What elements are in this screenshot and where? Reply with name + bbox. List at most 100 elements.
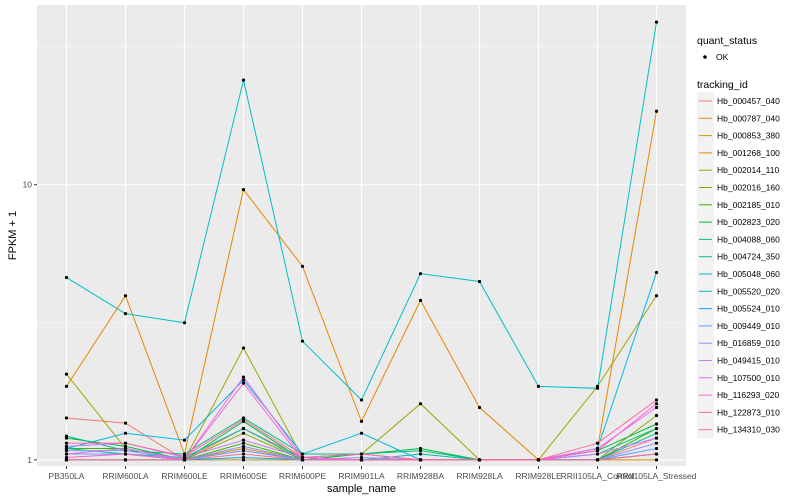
legend-item: Hb_000457_040 — [697, 92, 780, 110]
x-tick-label: RRIM928LA — [456, 471, 503, 481]
data-point — [654, 109, 659, 113]
data-point — [241, 452, 246, 456]
legend-label: Hb_049415_010 — [717, 356, 780, 366]
data-point — [182, 321, 187, 325]
data-point — [182, 454, 187, 458]
x-tick-label: RRII105LA_Stressed — [617, 471, 697, 481]
legend-item: Hb_002823_020 — [697, 213, 780, 231]
x-tick-label: RRIM600LE — [161, 471, 208, 481]
legend-item: Hb_004088_060 — [697, 230, 780, 248]
data-point — [595, 449, 600, 453]
legend-item: Hb_002016_160 — [697, 179, 780, 196]
data-point — [359, 452, 364, 456]
x-tick-label: PB350LA — [49, 471, 85, 481]
legend-label: Hb_107500_010 — [717, 373, 780, 383]
data-point — [654, 441, 659, 445]
data-point — [418, 458, 423, 462]
data-point — [654, 270, 659, 275]
legend-label: Hb_005524_010 — [717, 304, 780, 314]
data-point — [654, 402, 659, 406]
data-point — [241, 418, 246, 422]
data-point — [182, 458, 187, 462]
data-point — [595, 441, 600, 445]
data-point — [300, 455, 305, 460]
data-point — [64, 455, 69, 460]
y-axis: 1 10 — [23, 180, 37, 465]
legend-label: Hb_005048_060 — [717, 269, 780, 279]
legend-item: Hb_005520_020 — [697, 282, 780, 300]
data-point — [241, 381, 246, 385]
x-tick-label: RRIM928BA — [397, 471, 445, 481]
data-point — [359, 419, 364, 423]
legend-item: Hb_049415_010 — [697, 352, 780, 369]
legend-items: Hb_000457_040 Hb_000787_040 Hb_000853_380 H… — [697, 92, 780, 439]
data-point — [241, 455, 246, 460]
data-point — [64, 434, 69, 438]
data-point — [182, 438, 187, 442]
legend-item: Hb_002185_010 — [697, 196, 780, 214]
x-tick-label: RRIM600LA — [102, 471, 149, 481]
legend-label: Hb_002823_020 — [717, 217, 780, 227]
data-point — [654, 426, 659, 431]
data-point — [654, 413, 659, 418]
data-point — [654, 458, 659, 462]
legend-label: Hb_005520_020 — [717, 286, 780, 296]
y-tick-label: 1 — [27, 455, 32, 465]
data-point — [123, 312, 128, 316]
data-point — [477, 405, 482, 410]
x-tick-label: RRII105LA_Control — [561, 471, 635, 481]
legend-label: Hb_122873_010 — [717, 407, 780, 417]
data-point — [654, 446, 659, 451]
legend-item: Hb_005048_060 — [697, 265, 780, 283]
legend-label: Hb_004724_350 — [717, 252, 780, 262]
data-point — [241, 346, 246, 350]
data-point — [654, 436, 659, 440]
data-point — [536, 458, 541, 462]
data-point — [359, 455, 364, 460]
data-point — [536, 384, 541, 388]
data-point — [654, 294, 659, 298]
data-point — [300, 339, 305, 343]
legend-label: Hb_002185_010 — [717, 200, 780, 210]
data-point — [418, 402, 423, 406]
legend-item: Hb_000787_040 — [697, 109, 780, 127]
data-point — [418, 449, 423, 453]
data-point — [359, 398, 364, 402]
x-axis: PB350LA RRIM600LA RRIM600LE RRIM600SE RRIM60… — [49, 466, 697, 481]
legend-quant-key — [703, 55, 707, 59]
data-point — [64, 452, 69, 456]
legend-item: Hb_005524_010 — [697, 300, 780, 318]
legend-label: Hb_004088_060 — [717, 234, 780, 244]
x-tick-label: RRIM901LA — [338, 471, 385, 481]
data-point — [477, 279, 482, 284]
x-tick-label: RRIM600PE — [279, 471, 327, 481]
legend-label: Hb_134310_030 — [717, 425, 780, 435]
data-point — [418, 298, 423, 302]
legend-label: Hb_001268_100 — [717, 148, 780, 158]
data-point — [359, 431, 364, 435]
data-point — [123, 431, 128, 435]
data-point — [595, 452, 600, 456]
legend-quant-label: OK — [716, 52, 729, 62]
data-point — [64, 384, 69, 388]
data-point — [477, 458, 482, 462]
data-point — [123, 294, 128, 298]
legend-label: Hb_000853_380 — [717, 131, 780, 141]
data-point — [64, 372, 69, 376]
legend-item: Hb_000853_380 — [697, 127, 780, 145]
legend-item: Hb_016859_010 — [697, 334, 780, 352]
legend-item: Hb_134310_030 — [697, 421, 780, 439]
legend-quant-title: quant_status — [697, 35, 757, 47]
y-tick-label: 10 — [23, 180, 33, 190]
data-point — [654, 20, 659, 24]
data-point — [654, 431, 659, 435]
legend: quant_status OK tracking_id Hb_000457_04… — [697, 35, 780, 439]
data-point — [241, 188, 246, 192]
data-point — [123, 458, 128, 462]
data-point — [241, 78, 246, 82]
data-point — [123, 421, 128, 425]
data-point — [595, 446, 600, 451]
data-point — [418, 272, 423, 276]
data-point — [241, 431, 246, 435]
